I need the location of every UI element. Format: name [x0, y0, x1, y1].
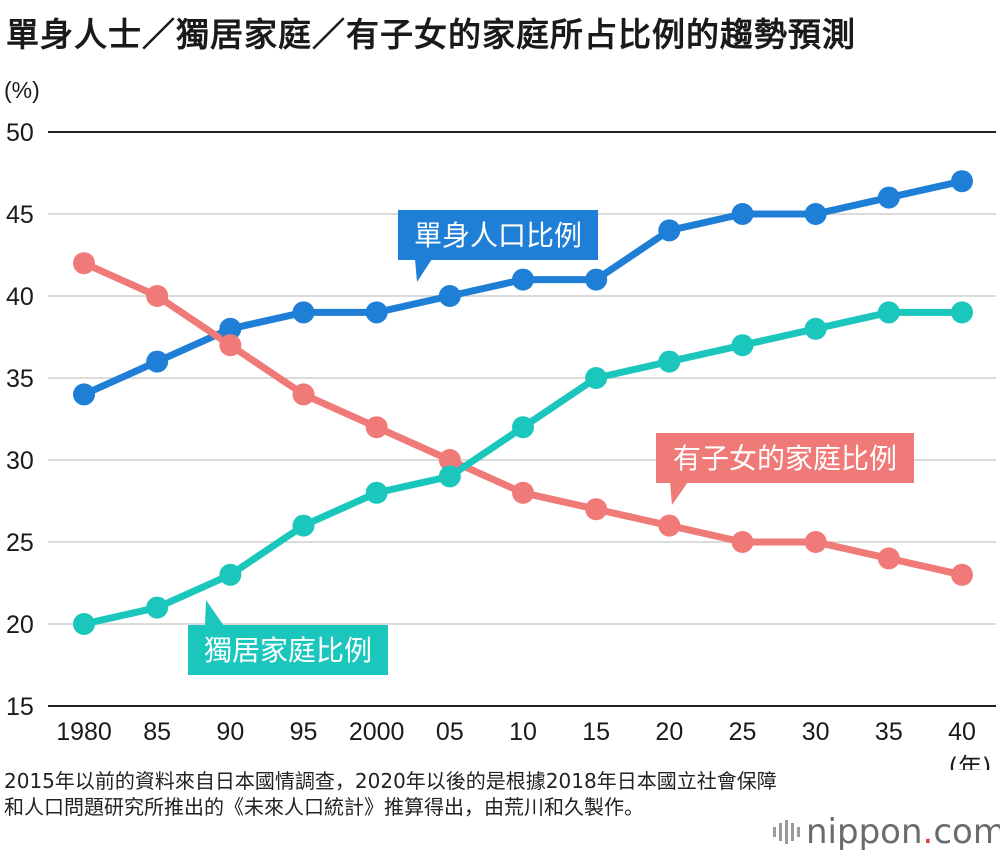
data-point	[292, 383, 315, 406]
data-point	[73, 252, 95, 275]
data-point	[877, 301, 900, 324]
series-label: 有子女的家庭比例	[673, 442, 897, 475]
data-point	[804, 203, 827, 225]
data-point	[804, 531, 827, 553]
series-callout-pointer	[415, 259, 432, 282]
data-point	[731, 203, 754, 225]
x-tick-label: 20	[655, 718, 683, 746]
x-tick-label: 25	[729, 718, 757, 746]
y-tick-label: 40	[6, 283, 34, 311]
data-point	[951, 170, 973, 193]
data-point	[512, 268, 534, 291]
x-tick-label: 15	[582, 718, 610, 746]
data-point	[365, 481, 388, 504]
data-point	[292, 301, 315, 324]
x-axis-unit: (年)	[949, 753, 992, 770]
x-tick-label: 2000	[349, 718, 405, 746]
x-tick-label: 30	[802, 718, 830, 746]
y-tick-label: 15	[6, 693, 34, 721]
x-tick-label: 10	[509, 718, 537, 746]
series-callout-box	[656, 433, 914, 483]
x-tick-label: 90	[216, 718, 244, 746]
data-point	[219, 563, 242, 586]
data-point	[585, 268, 608, 291]
data-point	[512, 481, 534, 504]
y-tick-label: 20	[6, 611, 34, 639]
series-callout-pointer	[670, 482, 688, 505]
data-point	[292, 514, 315, 537]
series-label: 單身人口比例	[414, 219, 582, 252]
data-point	[658, 514, 681, 537]
series-callout-pointer	[205, 600, 224, 626]
data-point	[146, 285, 169, 307]
data-point	[365, 301, 388, 324]
data-point	[438, 449, 461, 471]
y-tick-label: 30	[6, 447, 34, 475]
data-point	[146, 350, 169, 373]
data-point	[731, 531, 754, 553]
y-tick-label: 25	[6, 529, 34, 557]
data-point	[219, 317, 242, 340]
data-point	[585, 498, 608, 521]
series-label: 獨居家庭比例	[204, 634, 372, 667]
data-point	[438, 465, 461, 488]
series-callout-box	[398, 210, 598, 260]
series-callout-box	[188, 625, 388, 675]
logo-dot: .	[922, 812, 934, 852]
data-point	[951, 563, 973, 586]
data-point	[585, 367, 608, 389]
data-point	[731, 334, 754, 357]
x-tick-label: 05	[436, 718, 464, 746]
data-point	[146, 596, 169, 619]
y-tick-label: 45	[6, 201, 34, 229]
data-point	[73, 613, 95, 635]
data-point	[658, 350, 681, 373]
data-point	[804, 317, 827, 340]
x-tick-label: 1980	[56, 718, 112, 746]
data-point	[877, 547, 900, 570]
source-note: 2015年以前的資料來自日本國情調查，2020年以後的是根據2018年日本國立社…	[4, 769, 777, 819]
data-point	[73, 383, 95, 406]
data-point	[877, 186, 900, 209]
nippon-logo: nippon.com	[772, 812, 1000, 854]
x-tick-label: 95	[290, 718, 318, 746]
x-tick-label: 40	[948, 718, 976, 746]
line-chart: 15 20 25 30 35 40 45 50 (%) 1980 85 90 95 2000 05 10 15 2…	[4, 77, 996, 770]
x-tick-label: 85	[143, 718, 171, 746]
data-point	[219, 334, 242, 357]
data-point	[951, 301, 973, 324]
y-axis-unit: (%)	[4, 77, 40, 103]
data-point	[512, 416, 534, 439]
data-point	[438, 285, 461, 307]
logo-bars-icon	[772, 814, 800, 854]
y-tick-label: 50	[6, 119, 34, 147]
logo-suffix: com	[933, 812, 1000, 852]
data-point	[365, 416, 388, 439]
chart-title: 單身人士／獨居家庭／有子女的家庭所占比例的趨勢預測	[6, 15, 856, 54]
logo-name: nippon	[806, 812, 923, 852]
y-tick-label: 35	[6, 365, 34, 393]
x-tick-label: 35	[875, 718, 903, 746]
data-point	[658, 219, 681, 242]
